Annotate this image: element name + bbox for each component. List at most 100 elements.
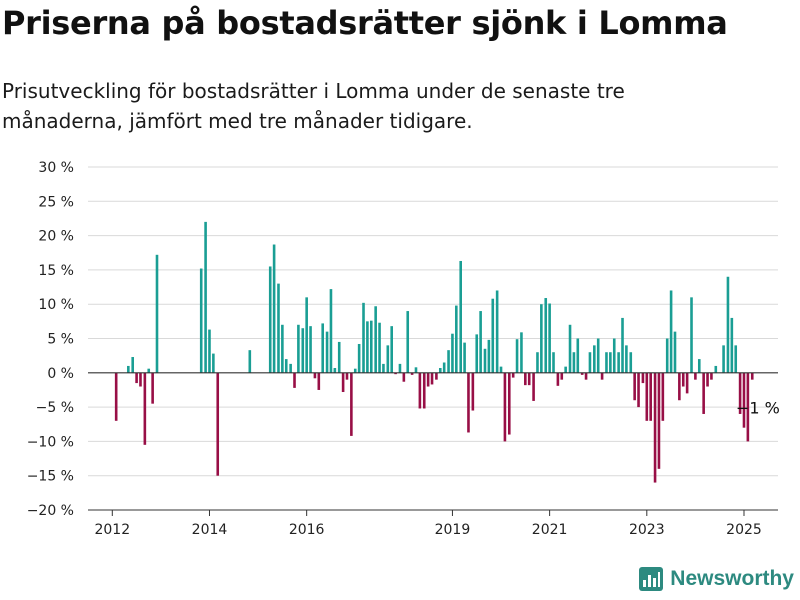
y-tick-label: 25 %	[38, 194, 74, 210]
bar	[147, 368, 151, 373]
bar	[426, 372, 430, 387]
bar	[629, 352, 633, 373]
bar	[208, 329, 211, 373]
bar	[333, 368, 337, 373]
bar	[398, 363, 402, 373]
bar	[313, 372, 317, 379]
bar	[353, 368, 357, 373]
bar	[685, 372, 689, 394]
brand-footer: Newsworthy	[638, 566, 794, 592]
bar	[572, 352, 576, 373]
bar	[690, 297, 693, 373]
bar	[714, 365, 718, 373]
chart-title: Priserna på bostadsrätter sjönk i Lomma	[2, 4, 728, 42]
bar	[475, 334, 479, 373]
bar	[568, 324, 572, 373]
bar	[268, 266, 272, 373]
bar	[199, 268, 203, 373]
bar	[738, 372, 742, 414]
bar	[641, 372, 645, 384]
bar	[309, 326, 312, 373]
bar	[410, 372, 414, 375]
y-tick-label: 0 %	[47, 366, 74, 382]
y-tick-label: 20 %	[38, 229, 74, 245]
bar	[657, 372, 661, 469]
bar	[511, 372, 515, 378]
bar	[548, 303, 551, 373]
bar	[301, 328, 305, 373]
bar	[362, 302, 365, 373]
bar	[297, 324, 300, 373]
bar	[560, 372, 564, 380]
bar	[483, 348, 487, 373]
bar	[746, 372, 750, 442]
bar	[131, 357, 134, 373]
bar	[248, 350, 252, 373]
bar	[414, 367, 418, 373]
bar	[114, 372, 118, 421]
bar	[536, 352, 539, 373]
bar	[357, 343, 361, 373]
bar	[584, 372, 588, 380]
bar	[726, 276, 730, 373]
y-tick-label: −5 %	[36, 400, 74, 416]
bar	[374, 306, 377, 373]
bar	[706, 372, 709, 387]
bar	[588, 352, 592, 373]
bar	[576, 338, 580, 373]
bar	[435, 372, 438, 380]
bar	[637, 372, 640, 408]
bar	[345, 372, 349, 380]
bar	[430, 372, 434, 385]
bar	[366, 321, 369, 373]
newsworthy-logo-icon	[639, 567, 664, 591]
bar	[386, 345, 390, 373]
bar	[503, 372, 507, 442]
bar	[681, 372, 685, 387]
bar	[532, 372, 535, 401]
bar	[139, 372, 142, 387]
bar	[341, 372, 345, 393]
bar	[451, 333, 454, 373]
bar	[697, 359, 701, 373]
bar	[710, 372, 713, 380]
bar	[479, 311, 482, 373]
bar	[665, 338, 669, 373]
bar	[593, 345, 596, 373]
bar	[734, 345, 738, 373]
bar-chart: −20 % −15 % −10 % −5 % 0 % 5 % 10 % 15 % 20 % 25 …	[27, 160, 780, 538]
y-tick-label: 15 %	[38, 263, 74, 279]
bar	[284, 359, 288, 373]
bar	[499, 366, 503, 373]
bar	[337, 341, 341, 373]
bar	[151, 372, 154, 404]
bar	[564, 366, 567, 373]
bar	[281, 324, 284, 373]
bar	[694, 372, 697, 380]
bar	[418, 372, 422, 409]
bar	[317, 372, 321, 390]
bar	[155, 254, 159, 373]
bar	[447, 350, 450, 373]
bar	[661, 372, 665, 421]
bar	[742, 372, 746, 428]
bar	[678, 372, 681, 401]
bar	[350, 372, 353, 436]
bar	[669, 290, 673, 373]
x-tick-label: 2023	[629, 522, 665, 538]
bar	[702, 372, 705, 414]
bar	[390, 326, 393, 373]
bar	[442, 362, 446, 373]
bar	[378, 322, 381, 373]
bar	[633, 372, 636, 401]
bar	[216, 372, 220, 476]
bar	[382, 363, 385, 373]
bar	[621, 317, 624, 373]
bar	[402, 372, 406, 382]
bar	[609, 352, 612, 373]
chart-subtitle: Prisutveckling för bostadsrätter i Lomma…	[2, 79, 625, 133]
y-tick-label: 10 %	[38, 297, 74, 313]
bar	[463, 342, 466, 373]
bar	[471, 372, 475, 411]
y-axis-tick-labels: −20 % −15 % −10 % −5 % 0 % 5 % 10 % 15 % 20 % 25 …	[27, 160, 74, 519]
